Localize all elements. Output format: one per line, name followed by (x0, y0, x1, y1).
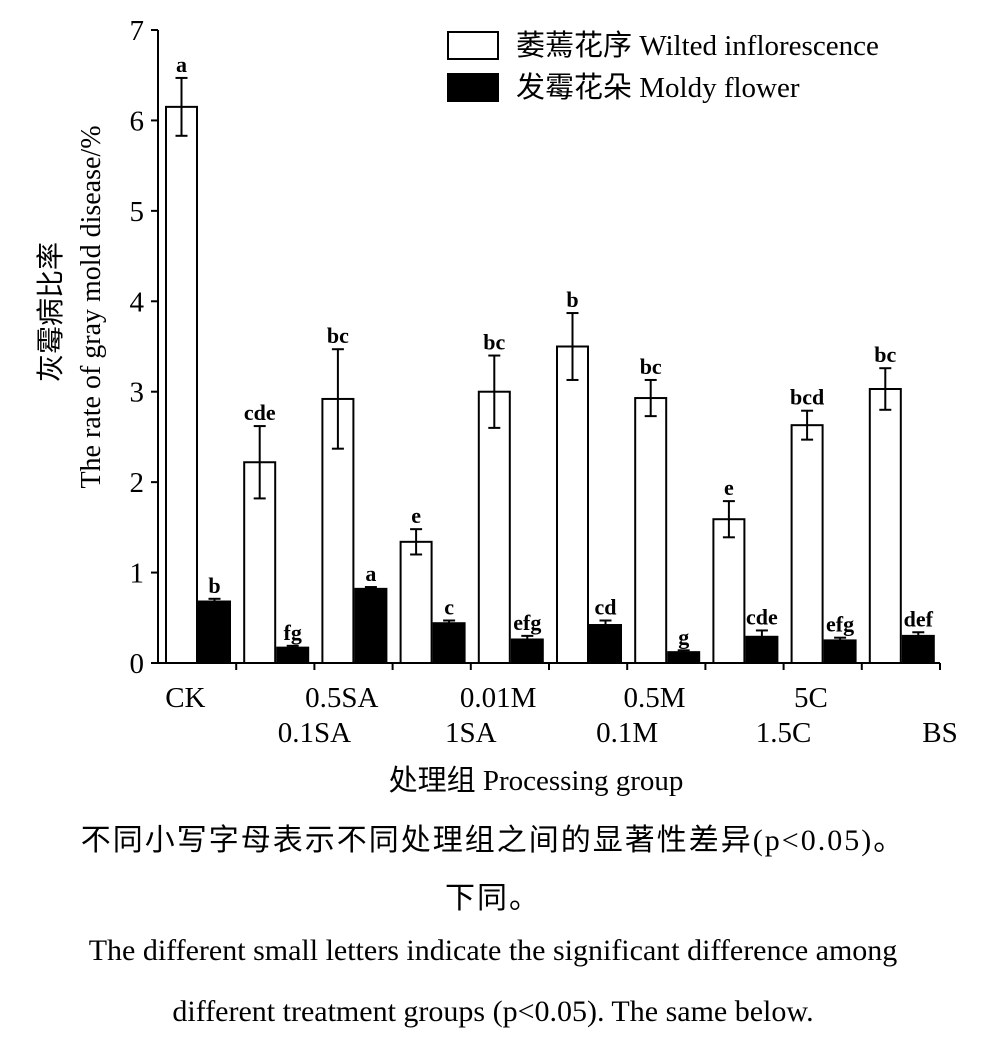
x-tick-label: 1SA (445, 717, 497, 749)
bar-moldy (198, 600, 231, 664)
bar-wilted (634, 397, 668, 664)
significance-letter: bcd (790, 385, 824, 410)
caption-zh-line1: 不同小写字母表示不同处理组之间的显著性差异(p<0.05)。 (80, 824, 906, 857)
y-tick-label: 7 (130, 15, 145, 47)
bar-wilted (712, 518, 746, 664)
x-tick-label: 0.1M (596, 717, 658, 749)
significance-letter: cde (746, 604, 778, 629)
bar-wilted (868, 388, 902, 664)
y-tick-label: 6 (130, 105, 145, 137)
significance-letter: efg (826, 612, 854, 637)
legend-label-moldy: 发霉花朵 Moldy flower (516, 71, 800, 104)
significance-letter: b (566, 287, 578, 312)
significance-letter: e (724, 475, 734, 500)
bar-wilted (399, 540, 433, 665)
significance-letter: e (411, 503, 421, 528)
caption-en-line1: The different small letters indicate the… (88, 934, 898, 967)
x-tick-label: 0.1SA (278, 717, 351, 749)
y-tick-label: 5 (130, 196, 145, 228)
bar-wilted (556, 345, 589, 664)
significance-letter: def (904, 606, 934, 631)
legend: 萎蔫花序 Wilted inflorescence 发霉花朵 Moldy flo… (447, 29, 879, 104)
legend-swatch-moldy (447, 73, 499, 102)
y-tick-label: 1 (130, 558, 145, 590)
y-tick-label: 0 (130, 648, 145, 680)
significance-letter: bc (874, 342, 896, 367)
y-axis-ticks: 0 1 2 3 4 5 6 7 (130, 15, 158, 680)
significance-letter: b (208, 573, 220, 598)
x-tick-label: BS (922, 717, 957, 749)
bar-marks (165, 105, 935, 665)
legend-swatch-wilted (447, 31, 499, 60)
bar-moldy (589, 624, 622, 665)
legend-label-wilted: 萎蔫花序 Wilted inflorescence (516, 29, 879, 62)
significance-letter: cde (244, 400, 276, 425)
y-axis-label-en: The rate of gray mold disease/% (76, 125, 107, 488)
significance-letter: cd (595, 594, 617, 619)
significance-letter: a (176, 52, 187, 77)
x-tick-label: 1.5C (756, 717, 812, 749)
bar-wilted (790, 424, 824, 664)
bar-wilted (165, 105, 198, 665)
caption-en-line2: different treatment groups (p<0.05). The… (172, 995, 814, 1028)
error-bars (175, 76, 925, 655)
y-tick-label: 3 (130, 377, 145, 409)
bar-moldy (432, 622, 466, 664)
x-tick-label: 0.01M (460, 682, 537, 714)
x-tick-label: 0.5SA (305, 682, 378, 714)
significance-letter: fg (284, 620, 302, 645)
y-tick-label: 2 (130, 467, 145, 499)
significance-letter: bc (640, 354, 662, 379)
x-axis-title: 处理组 Processing group (389, 764, 684, 797)
caption-zh-line2: 下同。 (445, 882, 541, 915)
x-tick-label: 5C (794, 682, 828, 714)
bar-moldy (354, 587, 388, 664)
y-axis-label-zh: 灰霉病比率 (35, 242, 67, 382)
significance-letter: efg (513, 610, 541, 635)
bar-wilted (477, 390, 511, 664)
significance-letter: g (678, 624, 689, 649)
significance-letter: c (444, 594, 454, 619)
y-tick-label: 4 (130, 286, 145, 318)
x-tick-label: 0.5M (624, 682, 686, 714)
significance-letter: bc (327, 323, 349, 348)
x-tick-label: CK (165, 682, 205, 714)
significance-letter: bc (483, 330, 505, 355)
significance-letter: a (365, 561, 376, 586)
